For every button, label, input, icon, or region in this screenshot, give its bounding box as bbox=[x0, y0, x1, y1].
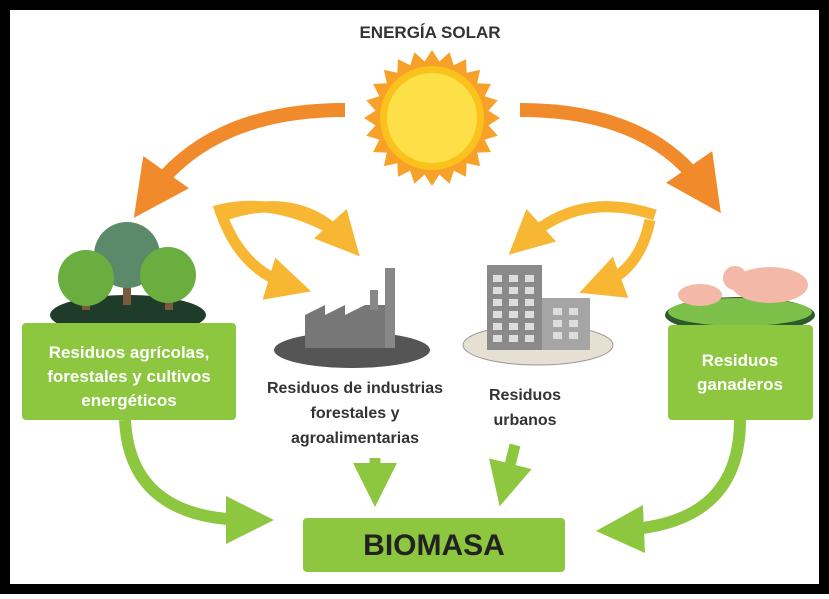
target: BIOMASA bbox=[363, 529, 505, 562]
window bbox=[509, 311, 518, 318]
title: ENERGÍA SOLAR bbox=[359, 23, 500, 42]
window bbox=[525, 287, 534, 294]
window bbox=[509, 299, 518, 306]
source-label: Residuos bbox=[489, 387, 561, 404]
sun bbox=[364, 50, 500, 186]
window bbox=[493, 299, 502, 306]
window bbox=[553, 320, 562, 327]
sun-core bbox=[387, 73, 477, 163]
source-label: agroalimentarias bbox=[291, 430, 419, 447]
window bbox=[525, 275, 534, 282]
source-label: Residuos agrícolas, bbox=[49, 343, 210, 362]
page: ENERGÍA SOLAR BIOMASA Residuos agrícolas… bbox=[0, 0, 829, 594]
source-box bbox=[668, 325, 813, 420]
window bbox=[525, 323, 534, 330]
source-label: ganaderos bbox=[697, 375, 783, 394]
source-label: Residuos de industrias bbox=[267, 380, 443, 397]
diagram: ENERGÍA SOLAR BIOMASA Residuos agrícolas… bbox=[0, 0, 829, 594]
window bbox=[493, 323, 502, 330]
window bbox=[509, 323, 518, 330]
window bbox=[525, 335, 534, 342]
window bbox=[569, 308, 578, 315]
window bbox=[509, 275, 518, 282]
window bbox=[493, 275, 502, 282]
source-label: forestales y cultivos bbox=[47, 367, 210, 386]
window bbox=[525, 299, 534, 306]
window bbox=[509, 287, 518, 294]
window bbox=[569, 332, 578, 339]
window bbox=[525, 311, 534, 318]
window bbox=[553, 332, 562, 339]
source-label: forestales y bbox=[311, 405, 400, 422]
window bbox=[569, 320, 578, 327]
window bbox=[493, 287, 502, 294]
source-label: Residuos bbox=[702, 351, 779, 370]
source-label: energéticos bbox=[81, 391, 176, 410]
window bbox=[509, 335, 518, 342]
window bbox=[493, 311, 502, 318]
source-label: urbanos bbox=[493, 412, 556, 429]
window bbox=[493, 335, 502, 342]
window bbox=[553, 308, 562, 315]
